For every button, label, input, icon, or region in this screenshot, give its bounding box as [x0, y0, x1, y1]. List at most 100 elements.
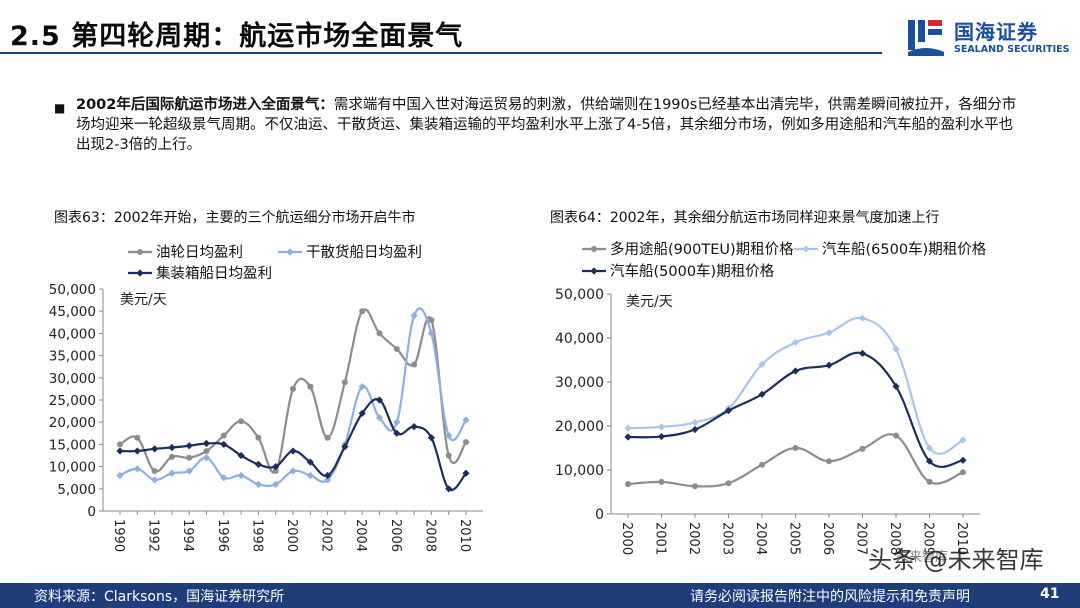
- data-point: [117, 441, 123, 448]
- legend-label: 汽车船(5000车)期租价格: [610, 263, 775, 280]
- x-tick-label: 2000: [619, 522, 634, 555]
- data-point: [859, 445, 866, 452]
- legend-marker: [591, 246, 597, 252]
- x-tick-label: 2008: [422, 519, 437, 552]
- x-tick-label: 2004: [353, 519, 368, 552]
- data-point: [427, 329, 435, 337]
- data-point: [393, 418, 401, 426]
- data-point: [202, 454, 211, 462]
- x-tick-label: 2006: [820, 522, 835, 555]
- data-point: [445, 485, 453, 493]
- data-point: [759, 461, 765, 468]
- data-point: [393, 429, 401, 437]
- data-point: [134, 434, 141, 441]
- disclaimer-note: 请务必阅读报告附注中的风险提示和免责声明: [690, 589, 970, 605]
- data-point: [358, 409, 366, 417]
- data-point: [375, 396, 384, 404]
- figure-64-title: 图表64：2002年，其余细分航运市场同样迎来景气度加速上行: [550, 210, 940, 226]
- data-point: [410, 423, 418, 431]
- y-unit-label: 美元/天: [120, 292, 167, 308]
- data-point: [151, 468, 158, 475]
- legend-label: 汽车船(6500车)期租价格: [822, 241, 987, 258]
- data-point: [462, 469, 470, 477]
- x-tick-label: 2001: [653, 522, 668, 555]
- data-point: [427, 434, 435, 442]
- x-tick-label: 1992: [146, 519, 161, 552]
- data-point: [358, 383, 366, 391]
- summary-bullet: ■ 2002年后国际航运市场进入全面景气：需求端有中国入世对海运贸易的刺激，供给…: [54, 95, 1024, 155]
- logo-english-name: SEALAND SECURITIES: [954, 44, 1070, 55]
- x-tick-label: 2002: [686, 522, 701, 555]
- data-point: [692, 483, 698, 490]
- data-point: [254, 480, 262, 488]
- watermark: 头条 @未来智库: [868, 546, 1044, 574]
- legend-marker: [286, 248, 294, 256]
- data-point: [858, 314, 867, 322]
- data-point: [168, 453, 175, 460]
- bullet-square-icon: ■: [54, 101, 66, 115]
- data-point: [691, 418, 699, 427]
- sealand-logo-icon: [908, 20, 944, 56]
- data-point: [724, 407, 733, 415]
- data-point: [624, 424, 632, 432]
- y-tick-label: 50,000: [555, 287, 604, 303]
- data-point: [625, 481, 631, 488]
- data-point: [960, 469, 966, 476]
- y-tick-label: 0: [87, 504, 96, 520]
- data-point: [341, 443, 349, 451]
- data-point: [272, 463, 280, 471]
- y-tick-label: 30,000: [49, 371, 96, 387]
- figure-63-title: 图表63：2002年开始，主要的三个航运细分市场开启牛市: [54, 210, 416, 226]
- data-point: [324, 434, 331, 441]
- data-point: [925, 444, 934, 452]
- data-point: [133, 447, 141, 455]
- data-point: [758, 360, 766, 368]
- data-point: [375, 414, 384, 422]
- data-point: [116, 471, 124, 480]
- source-note: 资料来源：Clarksons，国海证券研究所: [34, 589, 285, 605]
- bullet-body: 2002年后国际航运市场进入全面景气：需求端有中国入世对海运贸易的刺激，供给端则…: [76, 95, 1024, 155]
- data-point: [892, 345, 900, 353]
- x-tick-label: 2002: [319, 519, 334, 552]
- y-tick-label: 15,000: [49, 437, 96, 453]
- y-tick-label: 10,000: [49, 460, 96, 476]
- data-point: [826, 458, 832, 465]
- data-point: [792, 445, 799, 451]
- data-point: [341, 379, 348, 386]
- bullet-lead: 2002年后国际航运市场进入全面景气：: [76, 97, 334, 113]
- data-point: [411, 361, 418, 368]
- data-point: [858, 349, 867, 357]
- data-point: [825, 361, 833, 369]
- y-tick-label: 20,000: [555, 419, 604, 435]
- y-tick-label: 50,000: [49, 282, 96, 298]
- logo-chinese-name: 国海证券: [954, 20, 1038, 44]
- y-tick-label: 10,000: [555, 463, 604, 479]
- data-point: [185, 467, 193, 475]
- y-tick-label: 5,000: [57, 482, 96, 498]
- legend-label: 集装箱船日均盈利: [156, 265, 272, 282]
- y-tick-label: 40,000: [49, 326, 96, 342]
- x-tick-label: 2010: [457, 519, 472, 552]
- data-point: [220, 440, 228, 448]
- data-point: [376, 330, 383, 337]
- data-point: [254, 460, 262, 468]
- x-tick-label: 2000: [284, 519, 299, 552]
- legend-label: 干散货船日均盈利: [306, 244, 422, 261]
- series-line-1: [627, 433, 964, 488]
- y-tick-label: 25,000: [49, 393, 96, 409]
- data-point: [959, 456, 967, 464]
- data-point: [725, 480, 732, 487]
- y-tick-label: 35,000: [49, 349, 96, 365]
- x-tick-label: 1994: [180, 519, 195, 552]
- data-point: [791, 367, 800, 375]
- x-tick-label: 2005: [787, 522, 802, 555]
- data-point: [203, 448, 210, 455]
- data-point: [272, 480, 280, 488]
- data-point: [445, 452, 452, 459]
- data-point: [959, 436, 967, 444]
- company-logo: 国海证券 SEALAND SECURITIES: [906, 14, 1070, 60]
- footer-band: [0, 583, 1080, 608]
- data-point: [168, 443, 176, 452]
- data-point: [925, 457, 934, 465]
- y-tick-label: 40,000: [555, 331, 604, 347]
